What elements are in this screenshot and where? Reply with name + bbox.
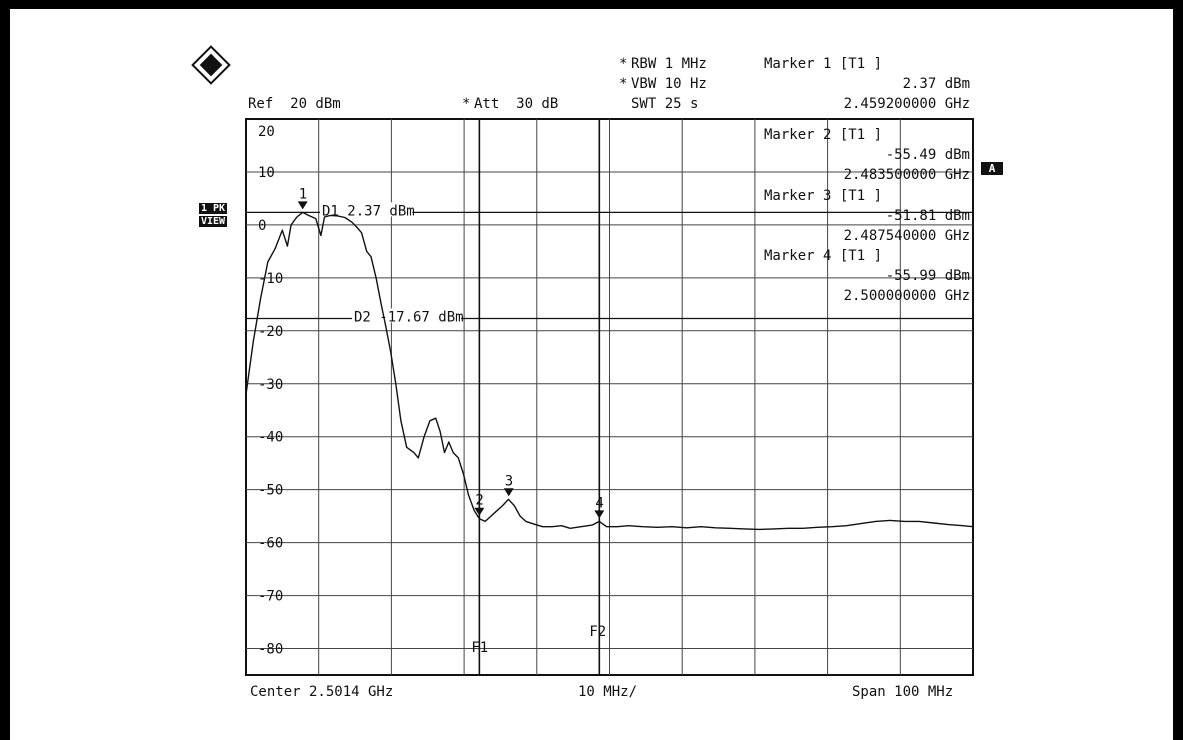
trace-view-tag: VIEW [199,216,228,227]
marker2-level: -55.49 dBm [885,147,970,163]
marker4-freq: 2.500000000 GHz [843,288,970,304]
y-tick-label: -30 [258,377,283,393]
y-tick-label: -60 [258,536,283,552]
spectrum-trace [245,211,974,531]
trace-mode-tag: 1 PK [199,203,228,214]
marker-3-triangle [503,488,514,497]
marker1-freq: 2.459200000 GHz [843,96,970,112]
marker3-freq: 2.487540000 GHz [843,228,970,244]
y-tick-label: 20 [258,124,275,140]
marker-4-triangle [594,510,605,519]
marker4-level: -55.99 dBm [885,268,970,284]
swt-label: SWT 25 s [631,96,699,112]
y-tick-label: -40 [258,430,283,446]
att-star: * [462,96,471,112]
marker-4-label: 4 [595,495,603,511]
trace-a-tag: A [981,162,1003,175]
marker3-title: Marker 3 [T1 ] [764,188,883,204]
center-frequency-label: Center 2.5014 GHz [250,684,394,700]
marker1-level: 2.37 dBm [902,76,970,92]
span-label: Span 100 MHz [852,684,954,700]
frame-top-border [0,0,1183,9]
marker-2-label: 2 [475,493,483,509]
frame-right-border [1173,0,1183,740]
marker-3-label: 3 [505,473,513,489]
y-tick-label: -10 [258,271,283,287]
vbw-star: * [619,76,628,92]
display-line-label-bg [352,308,462,323]
marker-1-label: 1 [299,186,307,202]
frame-left-border [0,0,10,740]
y-tick-label: -80 [258,642,283,658]
y-tick-label: 10 [258,165,275,181]
att-label: Att 30 dB [474,96,559,112]
ref-level-label: Ref 20 dBm [248,96,341,112]
marker-2-triangle [474,507,485,516]
display-line-label-d2: D2 -17.67 dBm [354,309,464,325]
display-line-label-d1: D1 2.37 dBm [322,203,415,219]
division-label: 10 MHz/ [578,684,638,700]
vbw-label: VBW 10 Hz [631,76,707,92]
display-line-label-bg [320,202,413,217]
freq-line-label-f1: F1 [471,640,488,656]
rbw-star: * [619,56,628,72]
y-tick-label: -70 [258,589,283,605]
rs-logo [191,45,231,85]
y-tick-label: 0 [258,218,266,234]
y-tick-label: -50 [258,483,283,499]
marker2-title: Marker 2 [T1 ] [764,127,883,143]
rbw-label: RBW 1 MHz [631,56,707,72]
marker1-title: Marker 1 [T1 ] [764,56,883,72]
marker3-level: -51.81 dBm [885,208,970,224]
freq-line-label-f2: F2 [589,624,606,640]
y-tick-label: -20 [258,324,283,340]
marker2-freq: 2.483500000 GHz [843,167,970,183]
marker4-title: Marker 4 [T1 ] [764,248,883,264]
marker-1-triangle [297,201,308,210]
